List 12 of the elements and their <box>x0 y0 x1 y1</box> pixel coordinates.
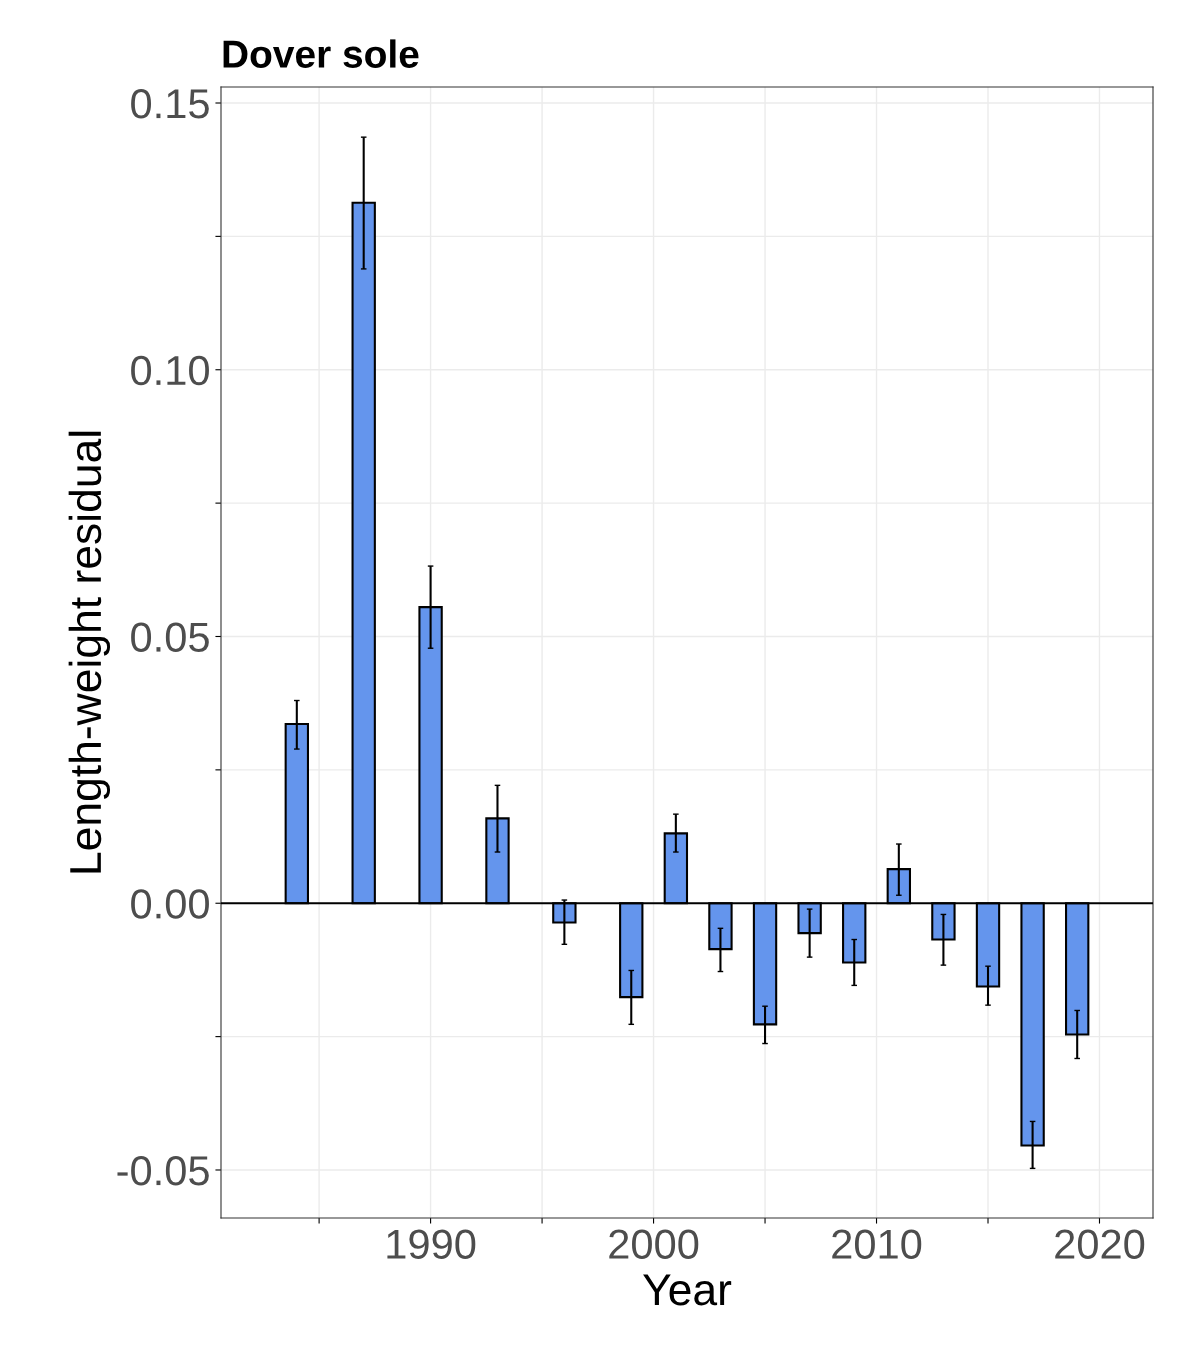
x-tick-label: 1990 <box>387 1229 476 1260</box>
y-axis-title: Length-weight residual <box>68 431 111 873</box>
y-tick-label: -0.05 <box>117 1155 209 1186</box>
y-tick-label: 0.10 <box>131 355 209 386</box>
x-axis-title: Year <box>643 1274 732 1306</box>
y-tick-label: 0.00 <box>131 889 209 919</box>
x-tick-label: 2010 <box>832 1229 922 1260</box>
x-tick-label: 2000 <box>609 1229 699 1260</box>
y-tick-label: 0.05 <box>131 622 209 652</box>
y-tick-label: 0.15 <box>131 89 209 119</box>
x-tick-label: 2020 <box>1055 1229 1145 1260</box>
chart-title: Dover sole <box>223 39 419 68</box>
